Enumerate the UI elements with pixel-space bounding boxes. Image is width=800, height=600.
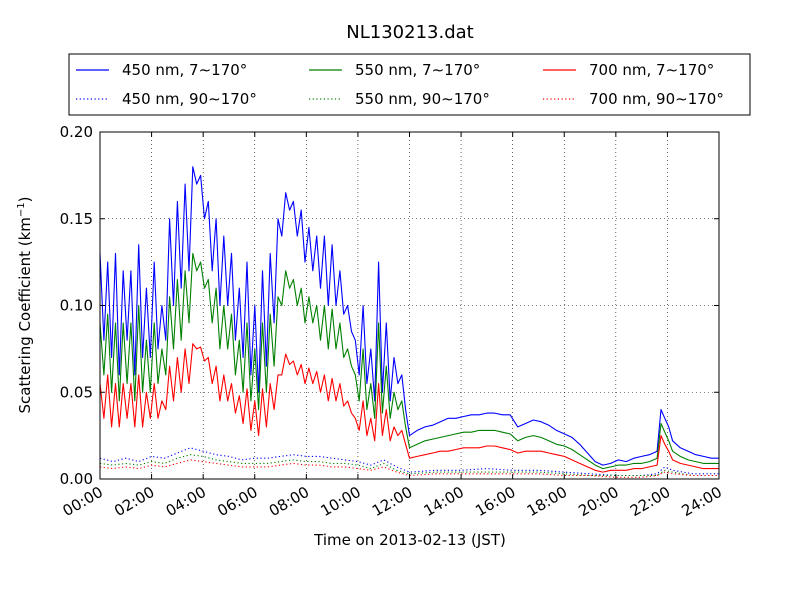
y-axis-label-main: Scattering Coefficient (km bbox=[16, 217, 34, 413]
legend-label: 450 nm, 7∼170° bbox=[122, 61, 247, 79]
y-tick-label: 0.05 bbox=[60, 383, 93, 401]
series-line bbox=[99, 343, 719, 473]
plot-area: 00:00 02:00 04:00 06:00 08:00 10:00 12:00 14:00… bbox=[60, 123, 725, 520]
chart-title: NL130213.dat bbox=[346, 22, 473, 43]
y-tick-label: 0.15 bbox=[60, 210, 93, 228]
y-axis-label-close: ) bbox=[16, 196, 34, 202]
y-tick-label: 0.20 bbox=[60, 123, 93, 141]
legend-label: 700 nm, 7∼170° bbox=[589, 61, 714, 79]
series-line bbox=[99, 454, 719, 477]
legend-label: 450 nm, 90∼170° bbox=[122, 90, 257, 108]
series-line bbox=[99, 166, 719, 466]
legend: 450 nm, 7∼170° 550 nm, 7∼170° 700 nm, 7∼17… bbox=[68, 53, 751, 116]
x-axis-label: Time on 2013-02-13 (JST) bbox=[313, 531, 506, 549]
series-line bbox=[99, 252, 719, 470]
plot-background bbox=[100, 132, 719, 479]
y-tick-label: 0.00 bbox=[60, 470, 93, 488]
y-tick-label: 0.10 bbox=[60, 297, 93, 315]
series-layer bbox=[99, 166, 719, 478]
legend-box bbox=[68, 53, 751, 116]
y-axis-label-exponent: −1 bbox=[16, 202, 27, 217]
y-axis-label: Scattering Coefficient (km−1) bbox=[16, 196, 34, 413]
legend-label: 550 nm, 90∼170° bbox=[355, 90, 490, 108]
legend-label: 550 nm, 7∼170° bbox=[355, 61, 480, 79]
series-line bbox=[99, 447, 719, 477]
legend-label: 700 nm, 90∼170° bbox=[589, 90, 724, 108]
